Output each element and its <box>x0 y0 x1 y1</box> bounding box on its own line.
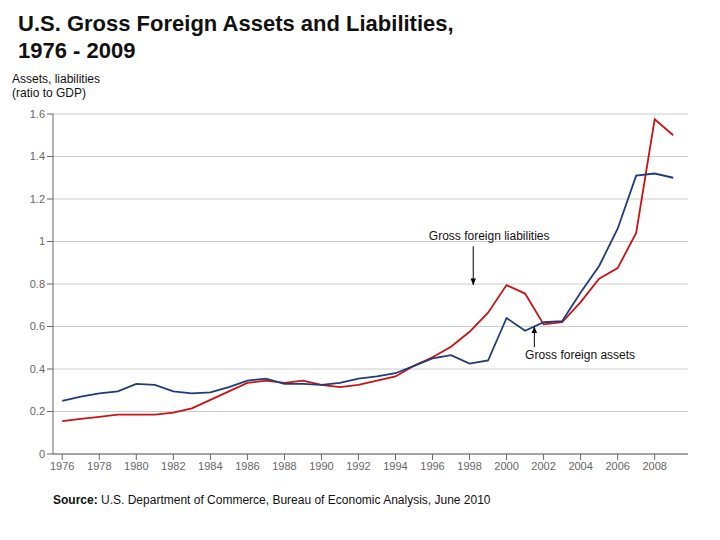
svg-text:1994: 1994 <box>383 460 407 472</box>
html-text:Source: U.S. Department of Com: Source: U.S. Department of Commerce, Bur… <box>53 493 491 507</box>
html-text:U.S. Gross Foreign Assets and: U.S. Gross Foreign Assets and Liabilitie… <box>18 11 454 36</box>
svg-text:2008: 2008 <box>642 460 666 472</box>
html-text:1976 - 2009: 1976 - 2009 <box>18 38 136 63</box>
svg-text:2000: 2000 <box>494 460 518 472</box>
svg-text:2006: 2006 <box>605 460 629 472</box>
svg-text:0: 0 <box>39 448 45 460</box>
svg-text:1980: 1980 <box>124 460 148 472</box>
svg-text:1998: 1998 <box>457 460 481 472</box>
svg-text:1992: 1992 <box>346 460 370 472</box>
svg-text:1988: 1988 <box>272 460 296 472</box>
svg-text:Gross foreign liabilities: Gross foreign liabilities <box>429 229 550 243</box>
svg-text:1990: 1990 <box>309 460 333 472</box>
svg-text:1976: 1976 <box>50 460 74 472</box>
svg-text:1.4: 1.4 <box>30 150 45 162</box>
svg-text:2004: 2004 <box>568 460 592 472</box>
svg-text:0.6: 0.6 <box>30 320 45 332</box>
svg-text:0.2: 0.2 <box>30 405 45 417</box>
svg-text:1.2: 1.2 <box>30 193 45 205</box>
svg-text:1984: 1984 <box>198 460 222 472</box>
html-text:(ratio to GDP): (ratio to GDP) <box>12 86 86 100</box>
svg-text:1: 1 <box>39 235 45 247</box>
svg-text:1996: 1996 <box>420 460 444 472</box>
svg-text:Gross foreign assets: Gross foreign assets <box>525 348 635 362</box>
svg-text:1986: 1986 <box>235 460 259 472</box>
svg-text:0.4: 0.4 <box>30 363 45 375</box>
svg-text:1.6: 1.6 <box>30 108 45 120</box>
html-text:Assets, liabilities: Assets, liabilities <box>12 72 100 86</box>
svg-text:1982: 1982 <box>161 460 185 472</box>
svg-text:0.8: 0.8 <box>30 278 45 290</box>
svg-text:2002: 2002 <box>531 460 555 472</box>
svg-text:1978: 1978 <box>87 460 111 472</box>
